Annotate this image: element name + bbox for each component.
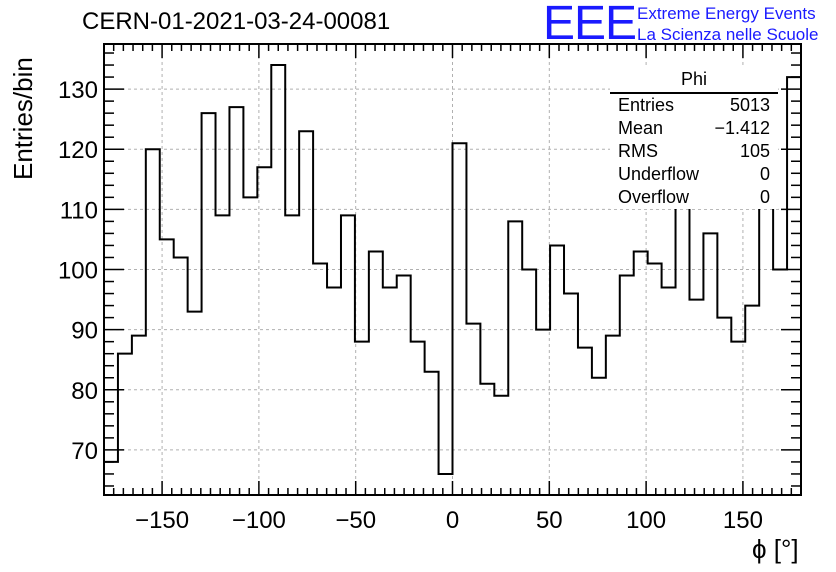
x-tick-label: 150 [723,507,763,534]
logo-line-1: Extreme Energy Events [637,4,816,23]
eee-logo: EEE [543,0,637,50]
stats-row: Mean −1.412 [610,117,778,140]
x-tick-labels: −150 −100 −50 0 50 100 150 [135,507,763,534]
stats-label: Entries [618,95,675,115]
chart-title: CERN-01-2021-03-24-00081 [82,8,391,35]
y-tick-label: 80 [71,378,98,405]
y-tick-label: 90 [71,318,98,345]
x-tick-label: −50 [335,507,376,534]
x-tick-label: −100 [232,507,286,534]
axis-ticks [104,44,801,495]
stats-value: −1.412 [714,118,770,138]
y-tick-label: 110 [60,197,98,224]
stats-label: RMS [618,141,658,161]
x-tick-label: 50 [536,507,563,534]
stats-value: 0 [759,187,770,207]
stats-value: 0 [759,164,770,184]
stats-label: Mean [618,118,664,138]
logo-line-2: La Scienza nelle Scuole [637,25,819,44]
x-tick-label: 100 [626,507,666,534]
stats-box: Phi Entries 5013 Mean −1.412 RMS 105 Underf… [610,66,778,209]
stats-title: Phi [610,66,778,94]
y-tick-labels: 70 80 90 100 110 120 130 [58,77,98,465]
stats-row: Entries 5013 [610,94,778,117]
x-tick-label: −150 [135,507,189,534]
stats-label: Overflow [618,187,690,207]
stats-row: RMS 105 [610,140,778,163]
plot-frame [103,43,802,496]
x-tick-label: 0 [446,507,459,534]
stats-label: Underflow [618,164,700,184]
stats-value: 105 [739,141,770,161]
stats-row: Underflow 0 [610,163,778,186]
y-tick-label: 120 [58,137,98,164]
y-tick-label: 130 [58,77,98,104]
stats-value: 5013 [729,95,770,115]
stats-row: Overflow 0 [610,186,778,209]
y-tick-label: 70 [71,438,98,465]
y-axis-label: Entries/bin [8,57,38,180]
y-tick-label: 100 [58,258,98,285]
x-axis-label: ϕ [°] [752,534,799,564]
